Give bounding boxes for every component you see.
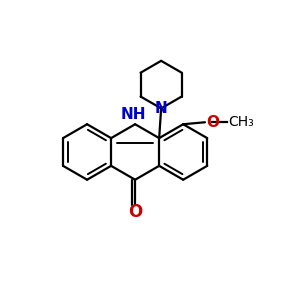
Text: O: O bbox=[128, 203, 142, 221]
Text: NH: NH bbox=[120, 107, 146, 122]
Text: O: O bbox=[206, 115, 219, 130]
Text: N: N bbox=[155, 101, 167, 116]
Text: CH₃: CH₃ bbox=[228, 115, 253, 129]
